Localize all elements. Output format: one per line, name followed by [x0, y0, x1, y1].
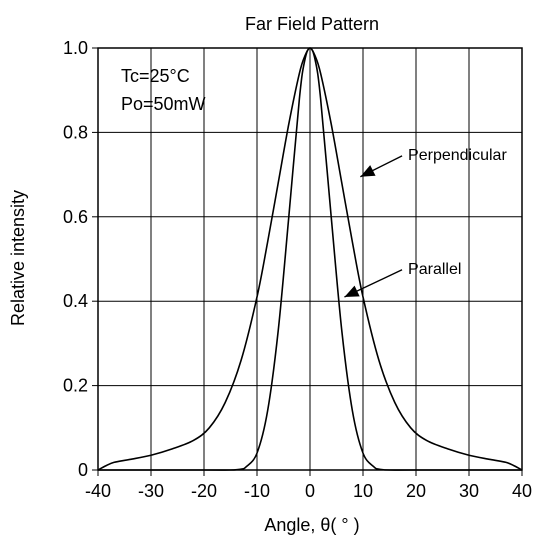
- arrow-head-icon: [360, 165, 376, 177]
- y-tick-label: 1.0: [63, 38, 88, 58]
- x-tick-label: 20: [406, 481, 426, 501]
- tick-layer: -40 -30 -20 -10 0 10 20 30 40 0 0.2 0.4 0.6 0.8 1.0: [63, 38, 532, 501]
- y-axis-label: Relative intensity: [8, 190, 28, 326]
- curve-layer: [97, 47, 523, 471]
- chart-title: Far Field Pattern: [245, 14, 379, 34]
- grid-layer: [92, 47, 523, 476]
- temperature-annotation: Tc=25°C: [121, 66, 190, 86]
- y-tick-label: 0.4: [63, 291, 88, 311]
- x-tick-label: 40: [512, 481, 532, 501]
- arrow-head-icon: [344, 285, 360, 297]
- x-tick-label: 30: [459, 481, 479, 501]
- series-label-parallel: Parallel: [408, 261, 461, 278]
- x-tick-label: -40: [85, 481, 111, 501]
- x-tick-label: 10: [353, 481, 373, 501]
- x-tick-label: 0: [305, 481, 315, 501]
- x-tick-label: -20: [191, 481, 217, 501]
- y-tick-label: 0: [78, 460, 88, 480]
- series-label-perpendicular: Perpendicular: [408, 147, 507, 164]
- x-axis-label: Angle, θ( ° ): [264, 515, 359, 535]
- x-tick-label: -30: [138, 481, 164, 501]
- y-tick-label: 0.2: [63, 376, 88, 396]
- x-tick-label: -10: [244, 481, 270, 501]
- series-line-parallel: [98, 47, 522, 471]
- y-tick-label: 0.8: [63, 122, 88, 142]
- callout-layer: Perpendicular Parallel: [344, 147, 507, 298]
- y-tick-label: 0.6: [63, 207, 88, 227]
- power-annotation: Po=50mW: [121, 94, 206, 114]
